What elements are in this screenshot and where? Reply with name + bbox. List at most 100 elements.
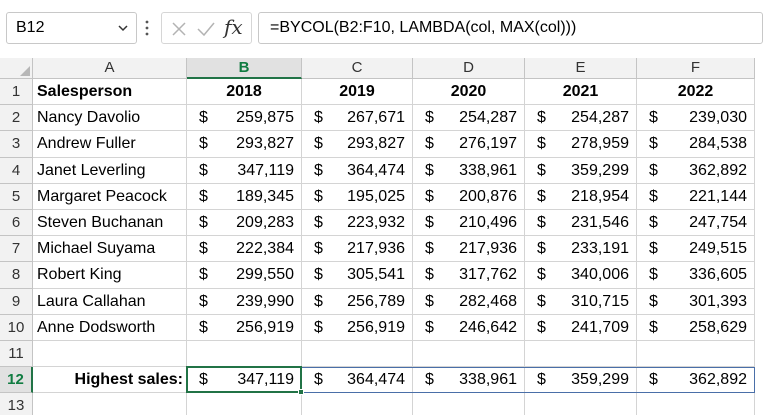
- cell-e2[interactable]: $254,287: [525, 105, 637, 132]
- row-header-6[interactable]: 6: [0, 210, 33, 237]
- cell-d10[interactable]: $246,642: [413, 314, 525, 341]
- cell-c2[interactable]: $267,671: [302, 105, 413, 132]
- cell-d7[interactable]: $217,936: [413, 236, 525, 263]
- cell-a6[interactable]: Steven Buchanan: [33, 210, 187, 237]
- cell-e1[interactable]: 2021: [525, 79, 637, 106]
- cell-b5[interactable]: $189,345: [187, 183, 302, 210]
- row-header-9[interactable]: 9: [0, 288, 33, 315]
- cell-a1[interactable]: Salesperson: [33, 79, 187, 106]
- cell-b13[interactable]: [187, 393, 302, 415]
- cell-b6[interactable]: $209,283: [187, 210, 302, 237]
- cell-b4[interactable]: $347,119: [187, 157, 302, 184]
- cell-d13[interactable]: [413, 393, 525, 415]
- cell-c6[interactable]: $223,932: [302, 210, 413, 237]
- row-header-5[interactable]: 5: [0, 183, 33, 210]
- select-all-button[interactable]: [0, 58, 33, 79]
- cell-c11[interactable]: [302, 341, 413, 368]
- enter-icon[interactable]: [196, 20, 216, 38]
- row-header-1[interactable]: 1: [0, 79, 33, 106]
- cell-b3[interactable]: $293,827: [187, 131, 302, 158]
- cell-e7[interactable]: $233,191: [525, 236, 637, 263]
- row-header-13[interactable]: 13: [0, 393, 33, 415]
- cell-a9[interactable]: Laura Callahan: [33, 288, 187, 315]
- cell-c7[interactable]: $217,936: [302, 236, 413, 263]
- cell-e5[interactable]: $218,954: [525, 183, 637, 210]
- row-header-3[interactable]: 3: [0, 131, 33, 158]
- cell-f5[interactable]: $221,144: [637, 183, 755, 210]
- cell-e13[interactable]: [525, 393, 637, 415]
- cell-a11[interactable]: [33, 341, 187, 368]
- cell-d2[interactable]: $254,287: [413, 105, 525, 132]
- row-header-8[interactable]: 8: [0, 262, 33, 289]
- cell-c1[interactable]: 2019: [302, 79, 413, 106]
- cell-b9[interactable]: $239,990: [187, 288, 302, 315]
- row-header-2[interactable]: 2: [0, 105, 33, 132]
- cell-e3[interactable]: $278,959: [525, 131, 637, 158]
- cell-a4[interactable]: Janet Leverling: [33, 157, 187, 184]
- cell-c5[interactable]: $195,025: [302, 183, 413, 210]
- cell-b11[interactable]: [187, 341, 302, 368]
- row-header-10[interactable]: 10: [0, 314, 33, 341]
- cell-a13[interactable]: [33, 393, 187, 415]
- cell-c4[interactable]: $364,474: [302, 157, 413, 184]
- name-box[interactable]: B12: [6, 12, 137, 44]
- cell-a7[interactable]: Michael Suyama: [33, 236, 187, 263]
- cell-d9[interactable]: $282,468: [413, 288, 525, 315]
- cell-d1[interactable]: 2020: [413, 79, 525, 106]
- cell-e9[interactable]: $310,715: [525, 288, 637, 315]
- column-header-b[interactable]: B: [187, 58, 302, 79]
- cell-f9[interactable]: $301,393: [637, 288, 755, 315]
- cell-e6[interactable]: $231,546: [525, 210, 637, 237]
- cell-d4[interactable]: $338,961: [413, 157, 525, 184]
- cell-c8[interactable]: $305,541: [302, 262, 413, 289]
- chevron-down-icon[interactable]: [117, 22, 129, 34]
- cell-b10[interactable]: $256,919: [187, 314, 302, 341]
- cell-d12[interactable]: $338,961: [413, 367, 525, 394]
- cell-f3[interactable]: $284,538: [637, 131, 755, 158]
- cell-f12[interactable]: $362,892: [637, 367, 755, 394]
- cell-d5[interactable]: $200,876: [413, 183, 525, 210]
- column-header-a[interactable]: A: [33, 58, 187, 79]
- cell-e10[interactable]: $241,709: [525, 314, 637, 341]
- row-header-4[interactable]: 4: [0, 157, 33, 184]
- cell-b2[interactable]: $259,875: [187, 105, 302, 132]
- cell-d8[interactable]: $317,762: [413, 262, 525, 289]
- column-header-d[interactable]: D: [413, 58, 525, 79]
- column-header-c[interactable]: C: [302, 58, 413, 79]
- cell-a3[interactable]: Andrew Fuller: [33, 131, 187, 158]
- more-options-icon[interactable]: [143, 18, 151, 38]
- insert-function-icon[interactable]: fx: [224, 15, 243, 39]
- cell-e4[interactable]: $359,299: [525, 157, 637, 184]
- cell-c12[interactable]: $364,474: [302, 367, 413, 394]
- cell-e12[interactable]: $359,299: [525, 367, 637, 394]
- formula-input[interactable]: =BYCOL(B2:F10, LAMBDA(col, MAX(col))): [258, 12, 763, 44]
- cell-f13[interactable]: [637, 393, 755, 415]
- cell-c13[interactable]: [302, 393, 413, 415]
- cell-a12[interactable]: Highest sales:: [33, 367, 187, 394]
- row-header-12[interactable]: 12: [0, 367, 33, 394]
- column-header-e[interactable]: E: [525, 58, 637, 79]
- row-header-11[interactable]: 11: [0, 341, 33, 368]
- cell-b7[interactable]: $222,384: [187, 236, 302, 263]
- cell-a10[interactable]: Anne Dodsworth: [33, 314, 187, 341]
- cell-d3[interactable]: $276,197: [413, 131, 525, 158]
- cell-a2[interactable]: Nancy Davolio: [33, 105, 187, 132]
- cancel-icon[interactable]: [170, 20, 188, 38]
- cell-f6[interactable]: $247,754: [637, 210, 755, 237]
- cell-f10[interactable]: $258,629: [637, 314, 755, 341]
- column-header-f[interactable]: F: [637, 58, 755, 79]
- cell-c10[interactable]: $256,919: [302, 314, 413, 341]
- cell-f1[interactable]: 2022: [637, 79, 755, 106]
- cell-c3[interactable]: $293,827: [302, 131, 413, 158]
- cell-e11[interactable]: [525, 341, 637, 368]
- cell-a5[interactable]: Margaret Peacock: [33, 183, 187, 210]
- cell-f7[interactable]: $249,515: [637, 236, 755, 263]
- cell-b8[interactable]: $299,550: [187, 262, 302, 289]
- cell-a8[interactable]: Robert King: [33, 262, 187, 289]
- cell-b1[interactable]: 2018: [187, 79, 302, 106]
- row-header-7[interactable]: 7: [0, 236, 33, 263]
- cell-d6[interactable]: $210,496: [413, 210, 525, 237]
- cell-f11[interactable]: [637, 341, 755, 368]
- cell-f4[interactable]: $362,892: [637, 157, 755, 184]
- cell-e8[interactable]: $340,006: [525, 262, 637, 289]
